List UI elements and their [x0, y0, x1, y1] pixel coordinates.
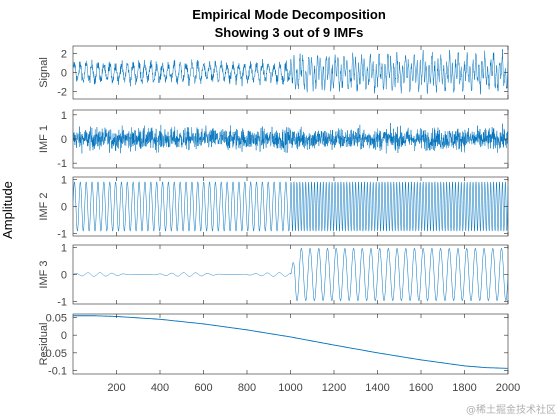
y-tick-label: -2 [57, 86, 67, 98]
y-tick-label: 0 [61, 330, 67, 342]
x-tick-label: 1600 [409, 382, 433, 394]
y-tick-label: 2 [61, 49, 67, 61]
panel-y-label-imf-2: IMF 2 [38, 192, 50, 220]
y-tick-label: 0 [61, 270, 67, 282]
x-tick-label: 2000 [496, 382, 520, 394]
panel-y-label-imf-1: IMF 1 [38, 125, 50, 153]
panel-imf-1: 1 0 -1 IMF 1 [38, 109, 509, 170]
x-tick-label: 1000 [278, 382, 302, 394]
series-line-imf-2 [72, 181, 509, 232]
chart-title: Empirical Mode Decomposition [192, 7, 386, 22]
x-tick-label: 1800 [452, 382, 476, 394]
x-tick-label: 600 [194, 382, 212, 394]
y-tick-label: 0 [61, 202, 67, 214]
y-tick-label: 0.05 [46, 313, 67, 325]
series-line-signal [72, 49, 509, 95]
y-tick-label: -1 [57, 228, 67, 240]
y-tick-label: -0.05 [42, 348, 67, 360]
y-tick-label: 1 [61, 110, 67, 122]
y-tick-label: -1 [57, 296, 67, 308]
x-tick-label: 200 [107, 382, 125, 394]
figure-y-axis-label: Amplitude [0, 181, 15, 239]
y-tick-label: -1 [57, 158, 67, 170]
x-axis-ticks: 200 400 600 800 1000 1200 1400 1600 1800 2000 [107, 382, 520, 394]
series-line-imf-3 [73, 247, 509, 302]
chart-subtitle: Showing 3 out of 9 IMFs [215, 25, 364, 40]
x-tick-label: 800 [238, 382, 256, 394]
panel-y-label-imf-3: IMF 3 [38, 260, 50, 288]
panel-signal: 2 0 -2 Signal [38, 45, 509, 100]
y-tick-label: 0 [61, 134, 67, 146]
x-tick-label: 1400 [365, 382, 389, 394]
panel-imf-3: 1 0 -1 IMF 3 [38, 243, 509, 308]
series-line-imf-1 [72, 123, 509, 154]
y-tick-label: 1 [61, 175, 67, 187]
panel-imf-2: 1 0 -1 IMF 2 [38, 175, 509, 240]
y-tick-label: 1 [61, 243, 67, 255]
series-line-residual [73, 315, 509, 369]
y-tick-label: 0 [61, 68, 67, 80]
y-tick-label: -0.1 [48, 365, 67, 377]
panels-group: 2 0 -2 Signal 1 0 -1 IMF 1 1 0 -1 IMF 2 1 0 -1 IMF 3 0.0… [38, 45, 509, 377]
watermark-text: @稀土掘金技术社区 [466, 403, 556, 416]
x-tick-label: 1200 [322, 382, 346, 394]
x-tick-label: 400 [151, 382, 169, 394]
panel-y-label-residual: Residual [38, 323, 50, 366]
panel-y-label-signal: Signal [38, 57, 50, 88]
axes-box-residual [72, 313, 509, 375]
